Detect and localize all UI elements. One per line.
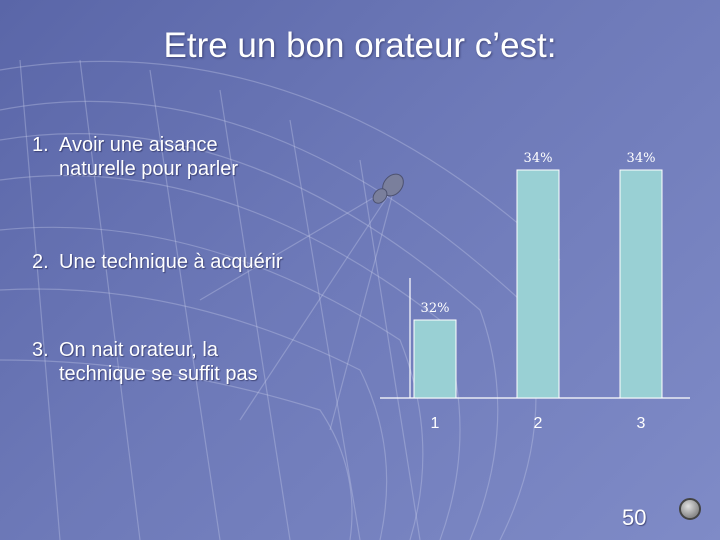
option-2-number: 2. [32, 251, 49, 273]
option-1-text-line1: Avoir une aisance [59, 134, 218, 156]
x-tick-label-1: 1 [431, 415, 440, 432]
data-label-1: 32% [421, 301, 450, 316]
option-3-text-line2: technique se suffit pas [59, 363, 258, 385]
option-2: 2. Une technique à acquérir [32, 250, 282, 274]
data-label-3: 34% [627, 151, 656, 166]
option-1-text-line2: naturelle pour parler [59, 158, 238, 180]
bar-2 [516, 169, 560, 399]
x-tick-label-3: 3 [637, 415, 646, 432]
bar-1 [413, 319, 457, 399]
page-number: 50 [622, 505, 647, 530]
data-label-2: 34% [524, 151, 553, 166]
option-3-number: 3. [32, 339, 49, 361]
option-3: 3. On nait orateur, la technique se suffi… [32, 338, 258, 386]
poll-results-bar-chart: 32% 1 34% 2 34% 3 [380, 151, 690, 432]
x-tick-label-2: 2 [534, 415, 543, 432]
option-2-text-line1: Une technique à acquérir [59, 251, 283, 273]
slide-title: Etre un bon orateur c’est: [163, 26, 557, 65]
bar-3 [619, 169, 663, 399]
option-3-text-line1: On nait orateur, la [59, 339, 218, 361]
navigation-button[interactable] [679, 498, 701, 520]
option-1-number: 1. [32, 134, 49, 156]
option-1: 1. Avoir une aisance naturelle pour parle… [32, 133, 238, 181]
